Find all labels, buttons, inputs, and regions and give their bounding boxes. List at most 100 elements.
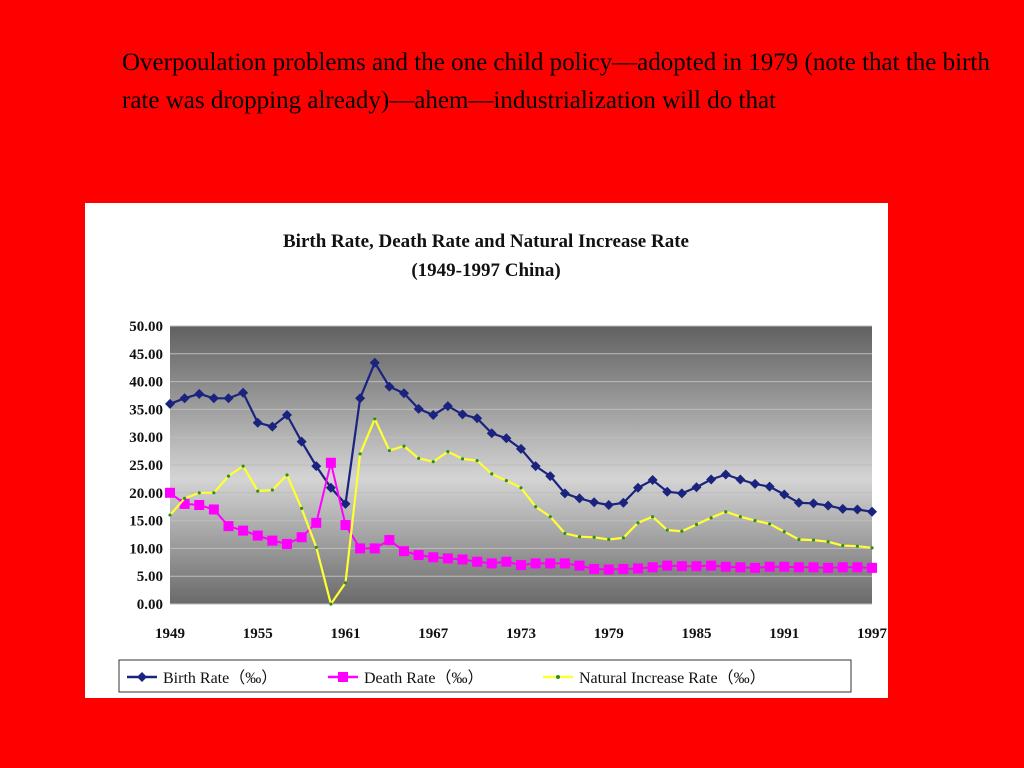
legend-label: Birth Rate（‰）	[163, 669, 277, 687]
birth-rate-point	[779, 489, 790, 500]
death-rate-point	[179, 498, 190, 509]
legend-label: Natural Increase Rate（‰）	[579, 669, 766, 687]
natural-increase-point	[870, 546, 874, 550]
natural-increase-point	[738, 515, 742, 519]
natural-increase-point	[519, 486, 523, 490]
natural-increase-point	[475, 458, 479, 463]
natural-increase-point	[168, 513, 172, 517]
natural-increase-point	[270, 488, 274, 492]
y-tick-label: 30.00	[129, 430, 163, 446]
x-tick-label: 1997	[857, 626, 888, 642]
natural-increase-point	[768, 522, 772, 526]
natural-increase-point	[753, 519, 757, 523]
legend-label: Death Rate（‰）	[364, 669, 484, 687]
natural-increase-point	[402, 444, 406, 448]
death-rate-point	[194, 500, 205, 511]
natural-increase-point	[577, 535, 582, 539]
death-rate-point	[720, 561, 731, 572]
birth-rate-point	[676, 488, 687, 499]
x-tick-label: 1955	[243, 626, 273, 642]
birth-rate-point	[472, 413, 483, 424]
natural-increase-point	[826, 540, 830, 544]
natural-increase-point	[460, 457, 465, 461]
natural-increase-point	[373, 417, 377, 421]
x-tick-label: 1991	[769, 626, 799, 642]
natural-increase-point	[563, 531, 567, 535]
natural-increase-point	[504, 478, 508, 483]
y-tick-label: 20.00	[129, 486, 163, 502]
legend-swatch-marker	[556, 675, 560, 679]
death-rate-point	[325, 457, 336, 468]
natural-increase-point	[694, 522, 699, 527]
natural-increase-point	[621, 536, 625, 540]
y-tick-label: 15.00	[129, 514, 163, 530]
death-rate-point	[589, 563, 600, 574]
legend-swatch-marker	[338, 672, 348, 682]
birth-rate-point	[691, 482, 702, 493]
death-rate-point	[208, 504, 219, 515]
death-rate-point	[442, 553, 453, 564]
birth-rate-point	[574, 493, 585, 504]
x-tick-label: 1967	[418, 626, 449, 642]
natural-increase-point	[197, 491, 201, 495]
natural-increase-point	[534, 505, 538, 509]
birth-rate-point	[501, 433, 512, 444]
birth-rate-point	[516, 443, 526, 454]
chart-title: Birth Rate, Death Rate and Natural Incre…	[283, 231, 689, 252]
death-rate-point	[252, 530, 263, 541]
birth-rate-point	[618, 497, 629, 508]
death-rate-point	[793, 562, 804, 573]
death-rate-point	[282, 538, 292, 549]
birth-rate-point	[706, 474, 717, 485]
natural-increase-point	[724, 510, 728, 514]
natural-increase-point	[709, 516, 713, 520]
death-rate-point	[340, 520, 351, 531]
x-tick-label: 1979	[594, 626, 624, 642]
death-rate-point	[369, 543, 380, 554]
death-rate-point	[486, 558, 497, 569]
birth-rate-point	[194, 388, 205, 399]
y-tick-label: 35.00	[129, 402, 163, 418]
legend-box	[118, 659, 852, 693]
birth-rate-point	[545, 471, 556, 482]
birth-rate-point	[355, 393, 366, 404]
death-rate-point	[165, 487, 175, 498]
natural-increase-point	[300, 506, 304, 510]
chart-subtitle: (1949-1997 China)	[411, 260, 560, 281]
y-tick-label: 0.00	[137, 597, 163, 613]
natural-increase-point	[665, 528, 669, 532]
series-layer	[165, 357, 877, 607]
death-rate-point	[457, 554, 468, 565]
slide-body-text: Overpoulation problems and the one child…	[122, 49, 990, 114]
birth-rate-point	[559, 488, 570, 499]
birth-rate-point	[208, 393, 219, 404]
death-rate-point	[296, 532, 307, 543]
birth-rate-point	[413, 403, 424, 414]
death-rate-point	[808, 562, 819, 573]
death-rate-point	[472, 556, 483, 567]
chart-panel: Birth Rate, Death Rate and Natural Incre…	[85, 203, 888, 698]
death-rate-point	[413, 550, 424, 561]
natural-increase-point	[592, 535, 596, 539]
death-rate-point	[662, 560, 673, 571]
natural-increase-point	[256, 489, 260, 493]
birth-rate-point	[793, 497, 804, 508]
natural-increase-point	[782, 530, 786, 534]
natural-increase-point	[314, 545, 318, 549]
natural-increase-point	[680, 529, 684, 533]
birth-rate-point	[647, 475, 658, 486]
birth-rate-point	[311, 461, 322, 472]
natural-increase-point	[855, 544, 859, 548]
natural-increase-point	[358, 452, 362, 456]
y-tick-label: 25.00	[129, 458, 163, 474]
birth-rate-point	[442, 401, 453, 412]
birth-rate-point	[735, 474, 746, 485]
y-tick-label: 40.00	[129, 375, 163, 391]
birth-rate-point	[662, 486, 673, 497]
natural-increase-point	[329, 602, 333, 606]
natural-increase-point	[797, 537, 801, 542]
natural-increase-point	[811, 538, 816, 542]
death-rate-point	[764, 561, 775, 572]
birth-rate-point	[823, 500, 834, 511]
death-rate-point	[603, 564, 614, 575]
